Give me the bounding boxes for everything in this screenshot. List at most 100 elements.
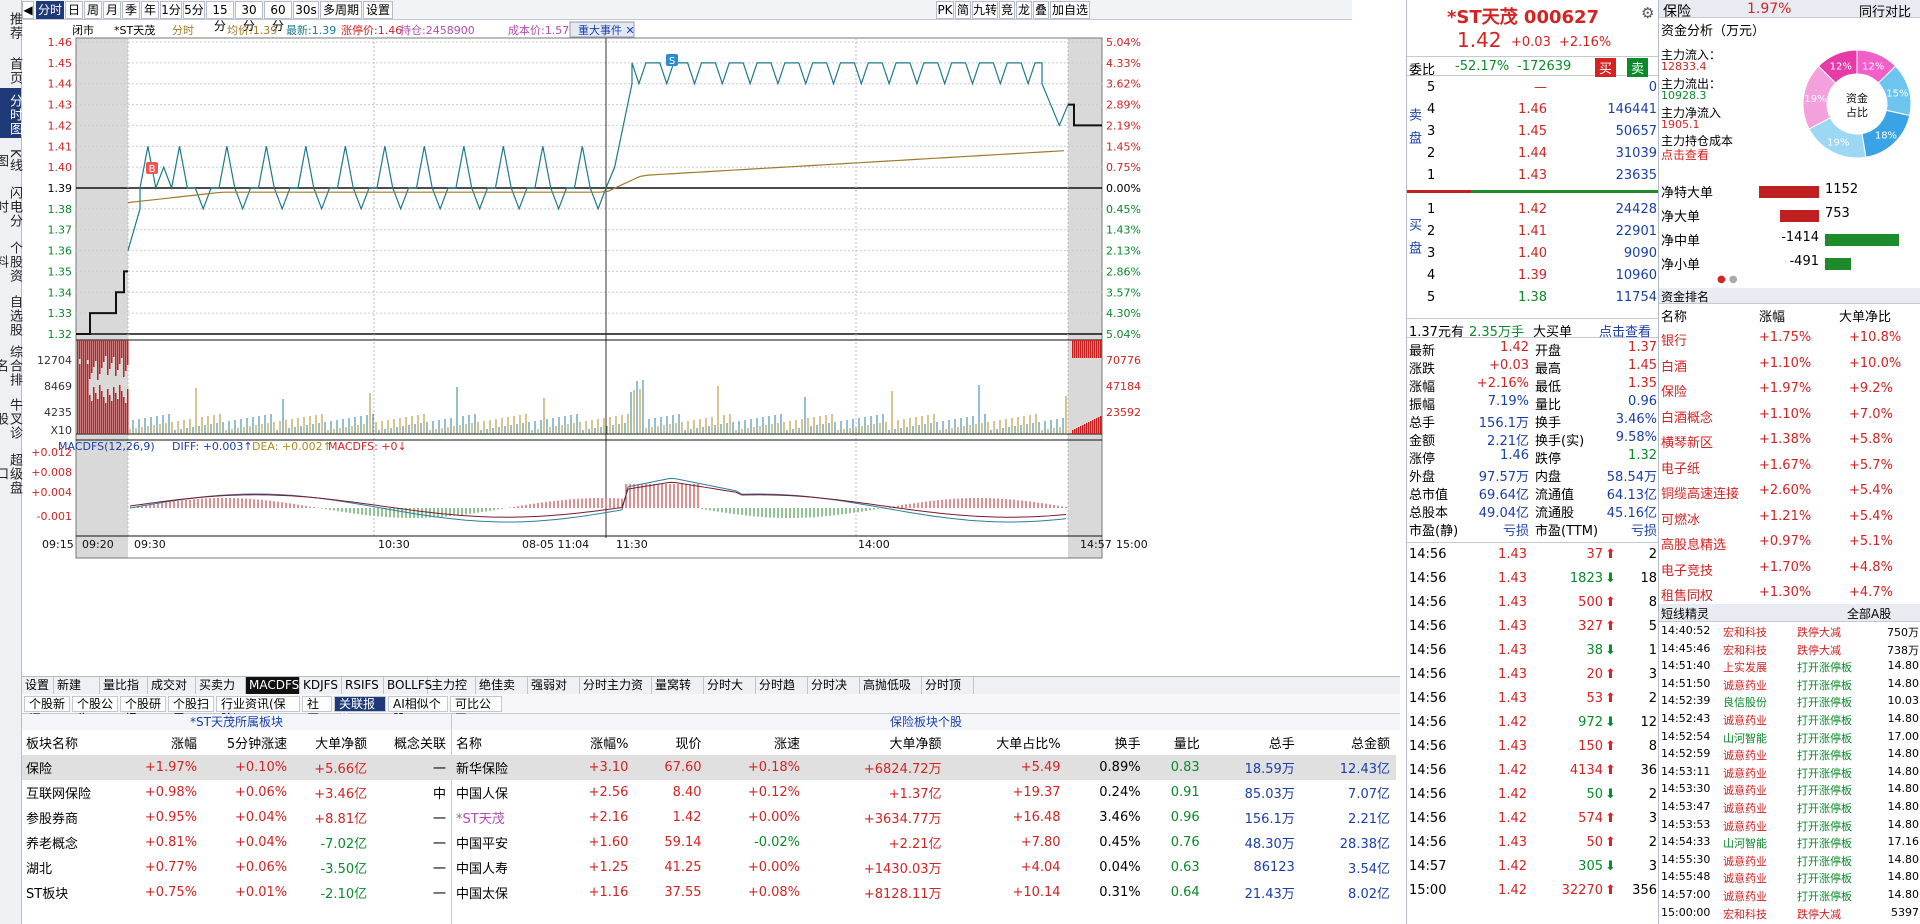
short-stock[interactable]: 宏和科技 xyxy=(1723,643,1767,657)
short-stock[interactable]: 诚意药业 xyxy=(1723,749,1767,763)
tool-2[interactable]: 九转 xyxy=(972,1,998,19)
period-0[interactable]: 分时 xyxy=(36,1,64,19)
period-2[interactable]: 周 xyxy=(84,1,102,19)
ask-price[interactable]: 1.43 xyxy=(1518,168,1547,183)
nav-5[interactable]: 个股资料 xyxy=(0,240,22,283)
nav-7[interactable]: 综合排名 xyxy=(0,344,22,387)
info-tab-3[interactable]: 个股扫雷 xyxy=(168,696,214,726)
indicator-tab-7[interactable]: RSIFS xyxy=(342,677,384,695)
buy-marker[interactable]: B xyxy=(146,162,158,175)
table-row[interactable]: 中国人保 +2.56 8.40 +0.12% +1.37亿 +19.37 0.24% 0.91… xyxy=(452,780,1396,805)
peer-header-5[interactable]: 大单占比% xyxy=(996,737,1061,752)
info-tab-0[interactable]: 个股新闻 xyxy=(24,696,70,726)
peer-header-9[interactable]: 总金额 xyxy=(1350,737,1390,752)
period-9[interactable]: 30分 xyxy=(235,1,263,33)
bid-price[interactable]: 1.38 xyxy=(1518,290,1547,305)
period-13[interactable]: 设置 xyxy=(363,1,393,19)
nav-3[interactable]: K线图 xyxy=(0,148,22,173)
tool-6[interactable]: 加自选 xyxy=(1050,1,1090,19)
short-stock[interactable]: 诚意药业 xyxy=(1723,714,1767,727)
rank-header-2[interactable]: 大单净比 xyxy=(1839,310,1892,325)
period-10[interactable]: 60分 xyxy=(264,1,292,33)
collapse-icon[interactable]: ◀ xyxy=(22,1,34,19)
peer-header-2[interactable]: 现价 xyxy=(675,737,702,752)
info-tab-6[interactable]: 关联报价 xyxy=(334,696,386,726)
info-tab-1[interactable]: 个股公告 xyxy=(72,696,118,726)
info-tab-2[interactable]: 个股研报 xyxy=(120,696,166,726)
nav-6[interactable]: 自选股 xyxy=(7,294,22,337)
indicator-tab-11[interactable]: 强弱对比 xyxy=(528,677,580,709)
rank-name[interactable]: 保险 xyxy=(1661,385,1688,400)
peer-header-8[interactable]: 总手 xyxy=(1268,737,1295,752)
table-row[interactable]: 中国人寿 +1.25 41.25 +0.00% +1430.03万 +4.04 0.04% 0… xyxy=(452,855,1396,880)
info-tab-7[interactable]: AI相似个股 xyxy=(388,696,448,726)
indicator-tab-13[interactable]: 量窝转势 xyxy=(652,677,704,709)
period-5[interactable]: 年 xyxy=(141,1,159,19)
rank-name[interactable]: 高股息精选 xyxy=(1661,538,1727,553)
indicator-tab-0[interactable]: 设置 xyxy=(22,677,54,695)
table-row[interactable]: 中国平安 +1.60 59.14 -0.02% +2.21亿 +7.80 0.45% 0.76… xyxy=(452,830,1396,855)
peer-header-0[interactable]: 名称 xyxy=(456,737,483,752)
bid-price[interactable]: 1.39 xyxy=(1518,268,1547,283)
intraday-chart[interactable]: 1.46 5.04% 1.45 4.33% 1.44 3.62% 1.43 2.89% 1.42… xyxy=(22,20,1352,680)
short-stock[interactable]: 诚意药业 xyxy=(1723,802,1767,815)
ask-price[interactable]: 1.45 xyxy=(1518,124,1547,139)
nav-0[interactable]: 推荐 xyxy=(7,11,22,40)
tool-4[interactable]: 龙 xyxy=(1016,1,1032,19)
short-stock[interactable]: 诚意药业 xyxy=(1723,890,1767,903)
short-stock[interactable]: 宏和科技 xyxy=(1723,907,1767,921)
tool-3[interactable]: 竞 xyxy=(999,1,1015,19)
sector-header-4[interactable]: 概念关联 xyxy=(393,737,446,752)
indicator-tab-1[interactable]: 新建 xyxy=(54,677,100,695)
info-tab-5[interactable]: 社区 xyxy=(302,696,332,726)
nav-1[interactable]: 首页 xyxy=(7,56,22,85)
short-stock[interactable]: 山河智能 xyxy=(1723,731,1767,745)
period-7[interactable]: 5分 xyxy=(183,1,205,19)
table-row[interactable]: 新华保险 +3.10 67.60 +0.18% +6824.72万 +5.49 0.89% 0… xyxy=(452,755,1396,780)
indicator-tab-14[interactable]: 分时大单 xyxy=(704,677,756,709)
rank-name[interactable]: 白酒概念 xyxy=(1661,410,1714,426)
table-row[interactable]: 互联网保险 +0.98% +0.06% +3.46亿 中 xyxy=(22,780,452,805)
rank-name[interactable]: 电子纸 xyxy=(1661,461,1701,477)
nav-2[interactable]: 分时图 xyxy=(0,88,22,138)
table-row[interactable]: 保险 +1.97% +0.10% +5.66亿 一 xyxy=(22,755,452,780)
indicator-tab-15[interactable]: 分时趋势 xyxy=(756,677,808,709)
peer-header-7[interactable]: 量比 xyxy=(1173,737,1200,752)
short-stock[interactable]: 诚意药业 xyxy=(1723,819,1767,833)
short-stock[interactable]: 上实发展 xyxy=(1723,661,1767,675)
peer-header-4[interactable]: 大单净额 xyxy=(889,737,942,752)
sector-header-2[interactable]: 5分钟涨速 xyxy=(226,737,288,752)
peer-header-3[interactable]: 涨速 xyxy=(774,737,801,752)
period-12[interactable]: 多周期 xyxy=(320,1,362,19)
table-row[interactable]: 湖北 +0.77% +0.06% -3.50亿 一 xyxy=(22,855,452,880)
sell-marker[interactable]: S xyxy=(666,54,678,67)
indicator-tab-18[interactable]: 分时顶底 xyxy=(922,677,974,709)
period-11[interactable]: 30s xyxy=(293,1,319,19)
short-stock[interactable]: 山河智能 xyxy=(1723,837,1767,851)
page-dots[interactable]: ● ● xyxy=(1717,274,1738,285)
ask-price[interactable]: 1.46 xyxy=(1518,102,1547,117)
buy-button[interactable]: 买 xyxy=(1595,58,1617,77)
bid-price[interactable]: 1.41 xyxy=(1518,224,1547,239)
tool-5[interactable]: 叠 xyxy=(1033,1,1049,19)
tool-1[interactable]: 简 xyxy=(955,1,971,19)
chart-canvas[interactable]: 1.46 5.04% 1.45 4.33% 1.44 3.62% 1.43 2.89% 1.42… xyxy=(22,20,1352,680)
info-tab-4[interactable]: 行业资讯(保险) xyxy=(216,696,300,726)
rank-name[interactable]: 电子竞技 xyxy=(1661,563,1714,579)
rank-header-0[interactable]: 名称 xyxy=(1661,310,1688,325)
info-tab-8[interactable]: 可比公司 xyxy=(450,696,502,726)
bid-price[interactable]: 1.40 xyxy=(1518,246,1547,261)
indicator-tab-2[interactable]: 量比指标 xyxy=(100,677,148,709)
indicator-tab-5[interactable]: MACDFS xyxy=(246,677,300,695)
nav-4[interactable]: 闪电分时 xyxy=(0,185,22,228)
indicator-tab-9[interactable]: 主力控盘 xyxy=(428,677,476,709)
period-3[interactable]: 月 xyxy=(103,1,121,19)
big-order-link[interactable]: 点击查看 xyxy=(1599,325,1652,340)
table-row[interactable]: ST板块 +0.75% +0.01% -2.10亿 一 xyxy=(22,880,452,905)
peer-header-6[interactable]: 换手 xyxy=(1114,737,1141,752)
indicator-tab-6[interactable]: KDJFS xyxy=(300,677,342,695)
peer-header-1[interactable]: 涨幅% xyxy=(590,737,629,752)
table-row[interactable]: 养老概念 +0.81% +0.04% -7.02亿 一 xyxy=(22,830,452,855)
sell-button[interactable]: 卖 xyxy=(1627,58,1649,77)
indicator-tab-16[interactable]: 分时决策 xyxy=(808,677,860,709)
